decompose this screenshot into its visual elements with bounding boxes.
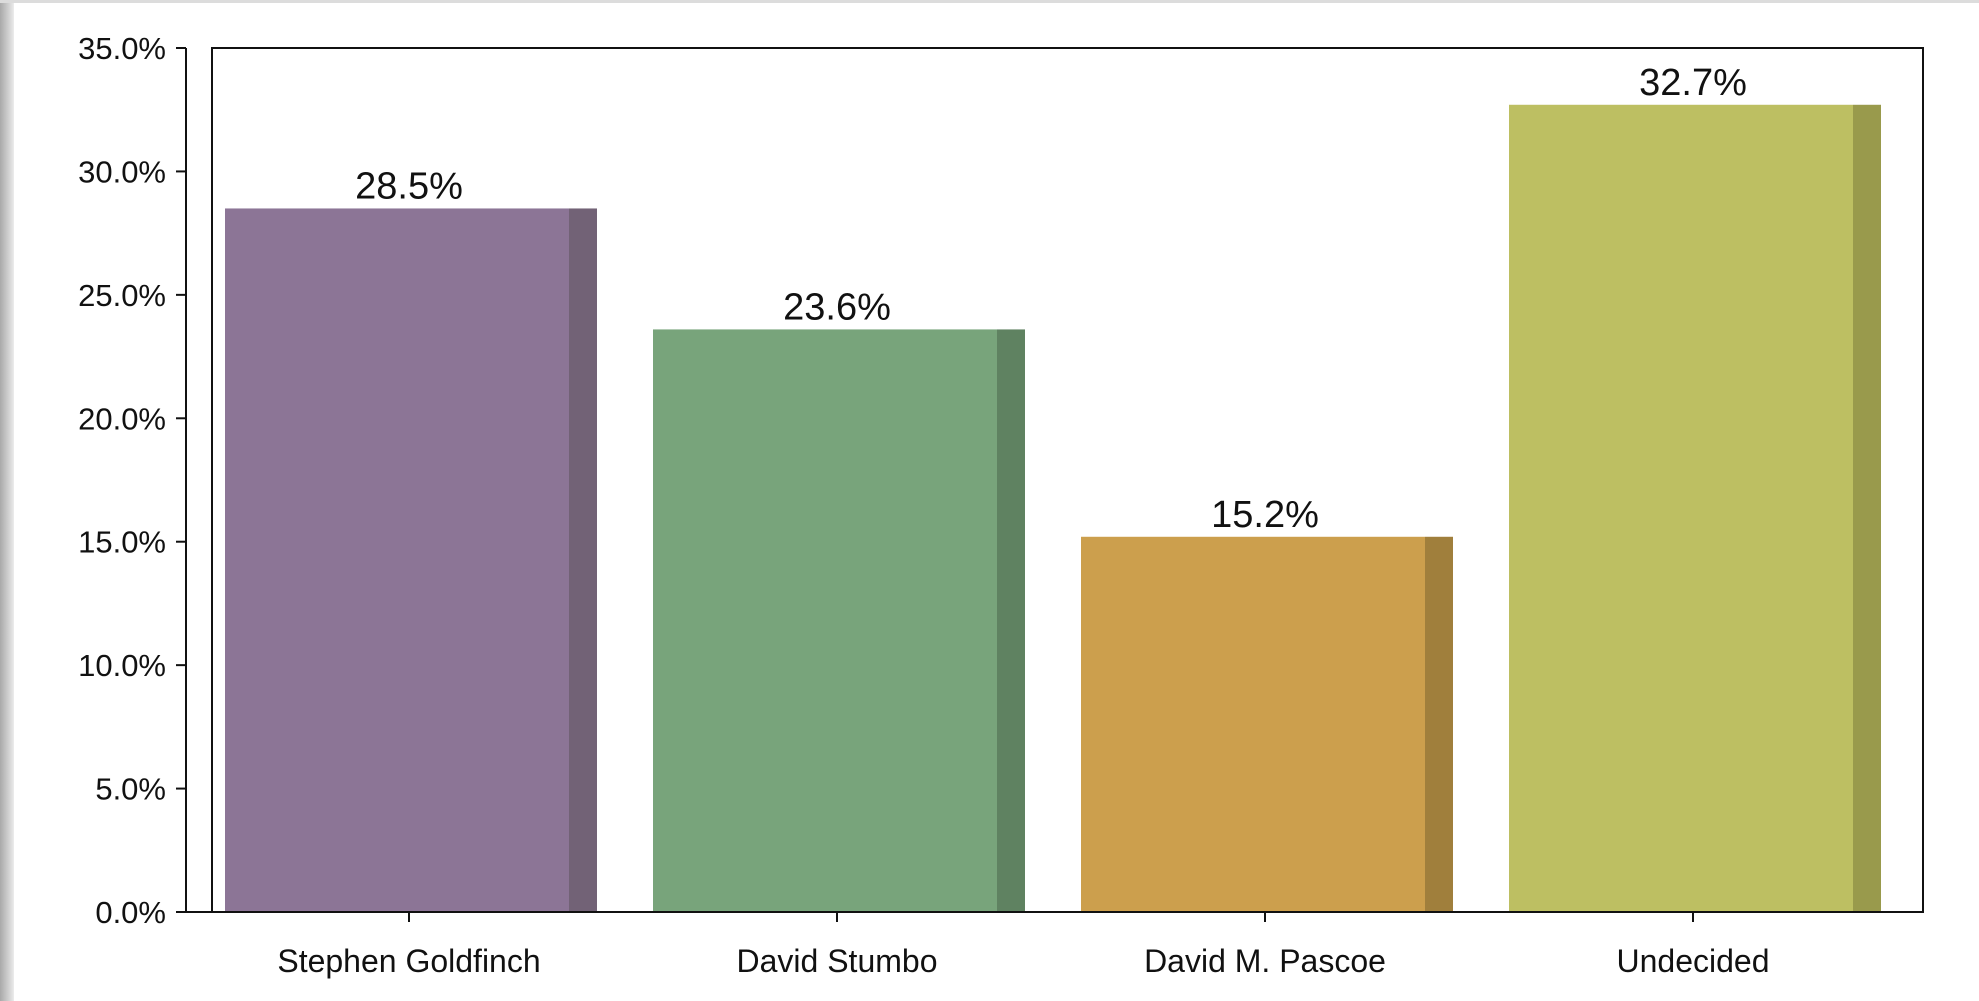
bar-side <box>569 208 597 912</box>
value-labels: 28.5% 23.6% 15.2% 32.7% <box>355 62 1747 536</box>
y-tick-label: 0.0% <box>95 895 166 930</box>
y-tick-label: 20.0% <box>78 401 166 436</box>
y-tick-label: 5.0% <box>95 772 166 807</box>
bar-face <box>653 329 997 913</box>
bar-side <box>1853 104 1881 912</box>
bar-face <box>1509 104 1853 912</box>
bar <box>1509 104 1881 912</box>
bar <box>1081 536 1453 912</box>
y-tick-label: 25.0% <box>78 278 166 313</box>
bar-face <box>1081 536 1425 912</box>
bars <box>225 104 1881 913</box>
window-left-edge <box>0 0 14 1001</box>
window-top-edge <box>0 0 1979 3</box>
bar-side <box>997 329 1025 913</box>
bar-value-label: 32.7% <box>1639 62 1747 104</box>
bar-value-label: 28.5% <box>355 165 463 207</box>
y-tick-label: 35.0% <box>78 31 166 66</box>
bar <box>225 208 597 912</box>
x-axis: Stephen Goldfinch David Stumbo David M. Pa… <box>186 911 1896 979</box>
x-category-label: Stephen Goldfinch <box>277 943 540 979</box>
x-category-label: David Stumbo <box>737 943 938 979</box>
x-category-label: Undecided <box>1617 943 1770 979</box>
bar <box>653 329 1025 913</box>
bar-side <box>1425 536 1453 912</box>
bar-value-label: 23.6% <box>783 286 891 328</box>
y-tick-label: 10.0% <box>78 648 166 683</box>
y-axis: 0.0% 5.0% 10.0% 15.0% 20.0% 25.0% 30.0% 35.0% <box>78 31 187 930</box>
bar-value-label: 15.2% <box>1211 494 1319 536</box>
plot-frame <box>211 47 1924 913</box>
bar-face <box>225 208 569 912</box>
y-tick-label: 30.0% <box>78 154 166 189</box>
x-category-label: David M. Pascoe <box>1144 943 1386 979</box>
y-tick-label: 15.0% <box>78 525 166 560</box>
